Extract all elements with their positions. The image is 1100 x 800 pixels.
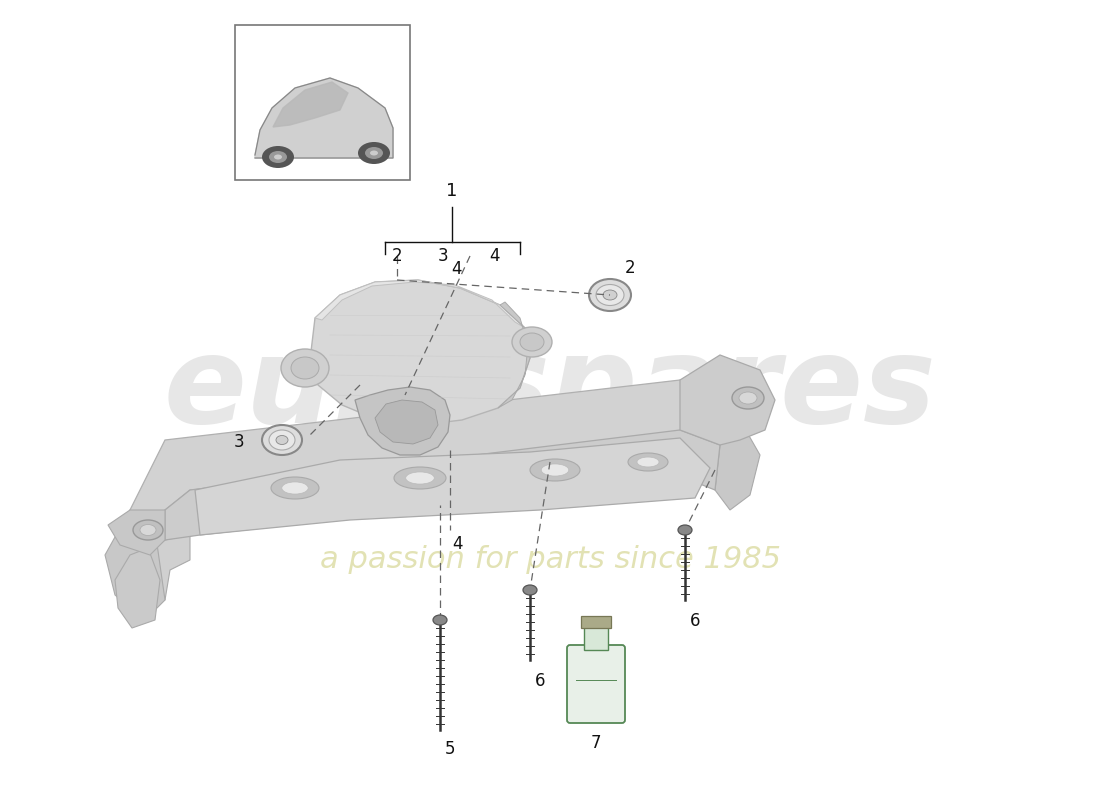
Ellipse shape [394, 467, 446, 489]
Ellipse shape [637, 457, 659, 467]
FancyBboxPatch shape [566, 645, 625, 723]
Text: 6: 6 [690, 612, 701, 630]
Ellipse shape [271, 477, 319, 499]
Polygon shape [130, 535, 190, 600]
Ellipse shape [365, 147, 383, 159]
Ellipse shape [140, 525, 156, 535]
Text: 5: 5 [446, 740, 455, 758]
Ellipse shape [280, 349, 329, 387]
Polygon shape [195, 438, 710, 535]
Ellipse shape [274, 154, 282, 159]
Polygon shape [498, 302, 530, 408]
Ellipse shape [541, 464, 569, 476]
Text: eurospares: eurospares [164, 331, 936, 449]
Bar [584, 626, 608, 650]
Ellipse shape [530, 459, 580, 481]
Text: 3: 3 [233, 433, 244, 451]
Ellipse shape [292, 357, 319, 379]
Polygon shape [315, 280, 525, 328]
Polygon shape [355, 387, 450, 455]
Ellipse shape [520, 333, 544, 351]
Text: 1: 1 [447, 182, 458, 200]
Bar [235, 25, 410, 180]
Ellipse shape [282, 482, 308, 494]
Ellipse shape [678, 525, 692, 535]
Ellipse shape [133, 520, 163, 540]
Polygon shape [104, 510, 165, 620]
Polygon shape [165, 430, 720, 540]
Text: a passion for parts since 1985: a passion for parts since 1985 [319, 546, 781, 574]
Polygon shape [680, 355, 775, 445]
Polygon shape [130, 380, 740, 530]
Ellipse shape [370, 150, 378, 155]
Ellipse shape [262, 425, 303, 455]
Ellipse shape [270, 430, 295, 450]
Text: 2: 2 [625, 259, 636, 277]
Text: 7: 7 [591, 734, 602, 752]
Ellipse shape [732, 387, 764, 409]
Ellipse shape [588, 279, 631, 311]
Ellipse shape [512, 327, 552, 357]
Polygon shape [116, 548, 160, 628]
Text: 4: 4 [452, 535, 462, 553]
Polygon shape [310, 280, 530, 425]
Polygon shape [273, 82, 348, 127]
Ellipse shape [406, 472, 434, 484]
Polygon shape [715, 420, 760, 510]
Ellipse shape [603, 290, 617, 300]
Ellipse shape [276, 435, 288, 445]
Ellipse shape [739, 392, 757, 404]
Text: 4: 4 [490, 247, 500, 265]
Text: 6: 6 [535, 672, 546, 690]
Ellipse shape [433, 615, 447, 625]
Ellipse shape [596, 285, 624, 306]
Ellipse shape [522, 585, 537, 595]
Text: 2: 2 [392, 247, 403, 265]
Ellipse shape [270, 151, 287, 163]
Bar [581, 616, 611, 628]
Ellipse shape [262, 146, 294, 168]
Ellipse shape [358, 142, 390, 164]
Ellipse shape [628, 453, 668, 471]
Text: 3: 3 [438, 247, 449, 265]
Polygon shape [108, 510, 165, 555]
Polygon shape [255, 78, 393, 158]
Polygon shape [375, 400, 438, 444]
Text: 4: 4 [452, 260, 462, 278]
